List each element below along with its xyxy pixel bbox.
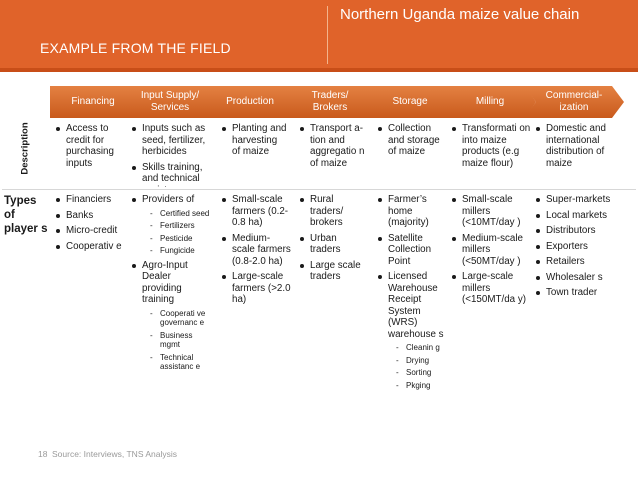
types-milling: Small-scale millers (<10MT/day ) Medium-… [452, 194, 526, 310]
sub-item: Fungicide [142, 246, 212, 256]
description-commercialization: Domestic and international distribution … [536, 123, 624, 187]
sub-item: Certified seed [142, 209, 212, 219]
list-item: Large scale traders [300, 260, 368, 283]
sub-item: Technical assistanc e [142, 353, 212, 372]
stage-input-supply: Input Supply/ Services [124, 86, 216, 118]
stage-milling: Milling [444, 86, 536, 118]
list-item: Cooperativ e [56, 241, 124, 253]
list-item: Medium-scale farmers (0.8-2.0 ha) [222, 233, 292, 268]
sub-item: Drying [388, 356, 450, 366]
stage-storage: Storage [364, 86, 456, 118]
description-input-supply: Inputs such as seed, fertilizer, herbici… [132, 123, 208, 187]
types-production: Small-scale farmers (0.2-0.8 ha) Medium-… [222, 194, 292, 310]
list-item: Retailers [536, 256, 616, 268]
list-item: Small-scale farmers (0.2-0.8 ha) [222, 194, 292, 229]
row-label-description: Description [19, 121, 31, 175]
header-divider [327, 6, 328, 64]
list-item: Transformati on into maize products (e.g… [452, 123, 532, 169]
list-item: Licensed Warehouse Receipt System (WRS) … [378, 271, 450, 390]
list-item: Small-scale millers (<10MT/day ) [452, 194, 526, 229]
types-input-supply: Providers of Certified seed Fertilizers … [132, 194, 212, 376]
sub-item: Cleanin g [388, 343, 450, 353]
list-item: Large-scale farmers (>2.0 ha) [222, 271, 292, 306]
sub-item: Business mgmt [142, 331, 212, 350]
list-item: Financiers [56, 194, 124, 206]
description-storage: Collection and storage of maize [378, 123, 444, 187]
list-item: Providers of Certified seed Fertilizers … [132, 194, 212, 256]
types-commercialization: Super-markets Local markets Distributors… [536, 194, 616, 303]
row-divider [2, 189, 636, 190]
list-item: Skills training, and technical assistanc… [132, 162, 208, 187]
sub-item: Fertilizers [142, 221, 212, 231]
list-item: Farmer’s home (majority) [378, 194, 450, 229]
types-storage: Farmer’s home (majority) Satellite Colle… [378, 194, 450, 394]
description-production: Planting and harvesting of maize [222, 123, 288, 187]
list-item: Large-scale millers (<150MT/da y) [452, 271, 526, 306]
list-item: Access to credit for purchasing inputs [56, 123, 124, 169]
stage-commercialization: Commercial-ization [524, 86, 624, 118]
list-item: Collection and storage of maize [378, 123, 444, 158]
list-item: Transport a-tion and aggregatio n of mai… [300, 123, 370, 169]
row-label-types: Types of player s [4, 195, 48, 235]
list-item: Local markets [536, 210, 616, 222]
types-financing: Financiers Banks Micro-credit Cooperativ… [56, 194, 124, 256]
list-item: Super-markets [536, 194, 616, 206]
description-traders: Transport a-tion and aggregatio n of mai… [300, 123, 370, 187]
stage-financing: Financing [50, 86, 136, 118]
header-banner [0, 0, 638, 72]
list-item: Planting and harvesting of maize [222, 123, 288, 158]
list-item: Inputs such as seed, fertilizer, herbici… [132, 123, 208, 158]
header-banner-edge [0, 68, 638, 72]
page-number: 18 [38, 449, 48, 459]
list-item: Distributors [536, 225, 616, 237]
list-item: Agro-Input Dealer providing training Coo… [132, 260, 212, 372]
list-item: Urban traders [300, 233, 368, 256]
description-financing: Access to credit for purchasing inputs [56, 123, 124, 187]
stage-traders: Traders/ Brokers [284, 86, 376, 118]
stage-production: Production [204, 86, 296, 118]
list-item: Medium-scale millers (<50MT/day ) [452, 233, 526, 268]
description-milling: Transformati on into maize products (e.g… [452, 123, 532, 187]
slide-title: Northern Uganda maize value chain [340, 6, 580, 23]
section-title: EXAMPLE FROM THE FIELD [40, 40, 231, 56]
sub-item: Cooperati ve governanc e [142, 309, 212, 328]
list-item: Domestic and international distribution … [536, 123, 624, 169]
sub-item: Pesticide [142, 234, 212, 244]
sub-item: Sorting [388, 368, 450, 378]
list-item: Rural traders/ brokers [300, 194, 368, 229]
sub-item: Pkging [388, 381, 450, 391]
list-item: Banks [56, 210, 124, 222]
list-item: Satellite Collection Point [378, 233, 450, 268]
types-traders: Rural traders/ brokers Urban traders Lar… [300, 194, 368, 287]
list-item: Exporters [536, 241, 616, 253]
list-item: Wholesaler s [536, 272, 616, 284]
list-item: Town trader [536, 287, 616, 299]
source-note: Source: Interviews, TNS Analysis [52, 449, 178, 459]
list-item: Micro-credit [56, 225, 124, 237]
